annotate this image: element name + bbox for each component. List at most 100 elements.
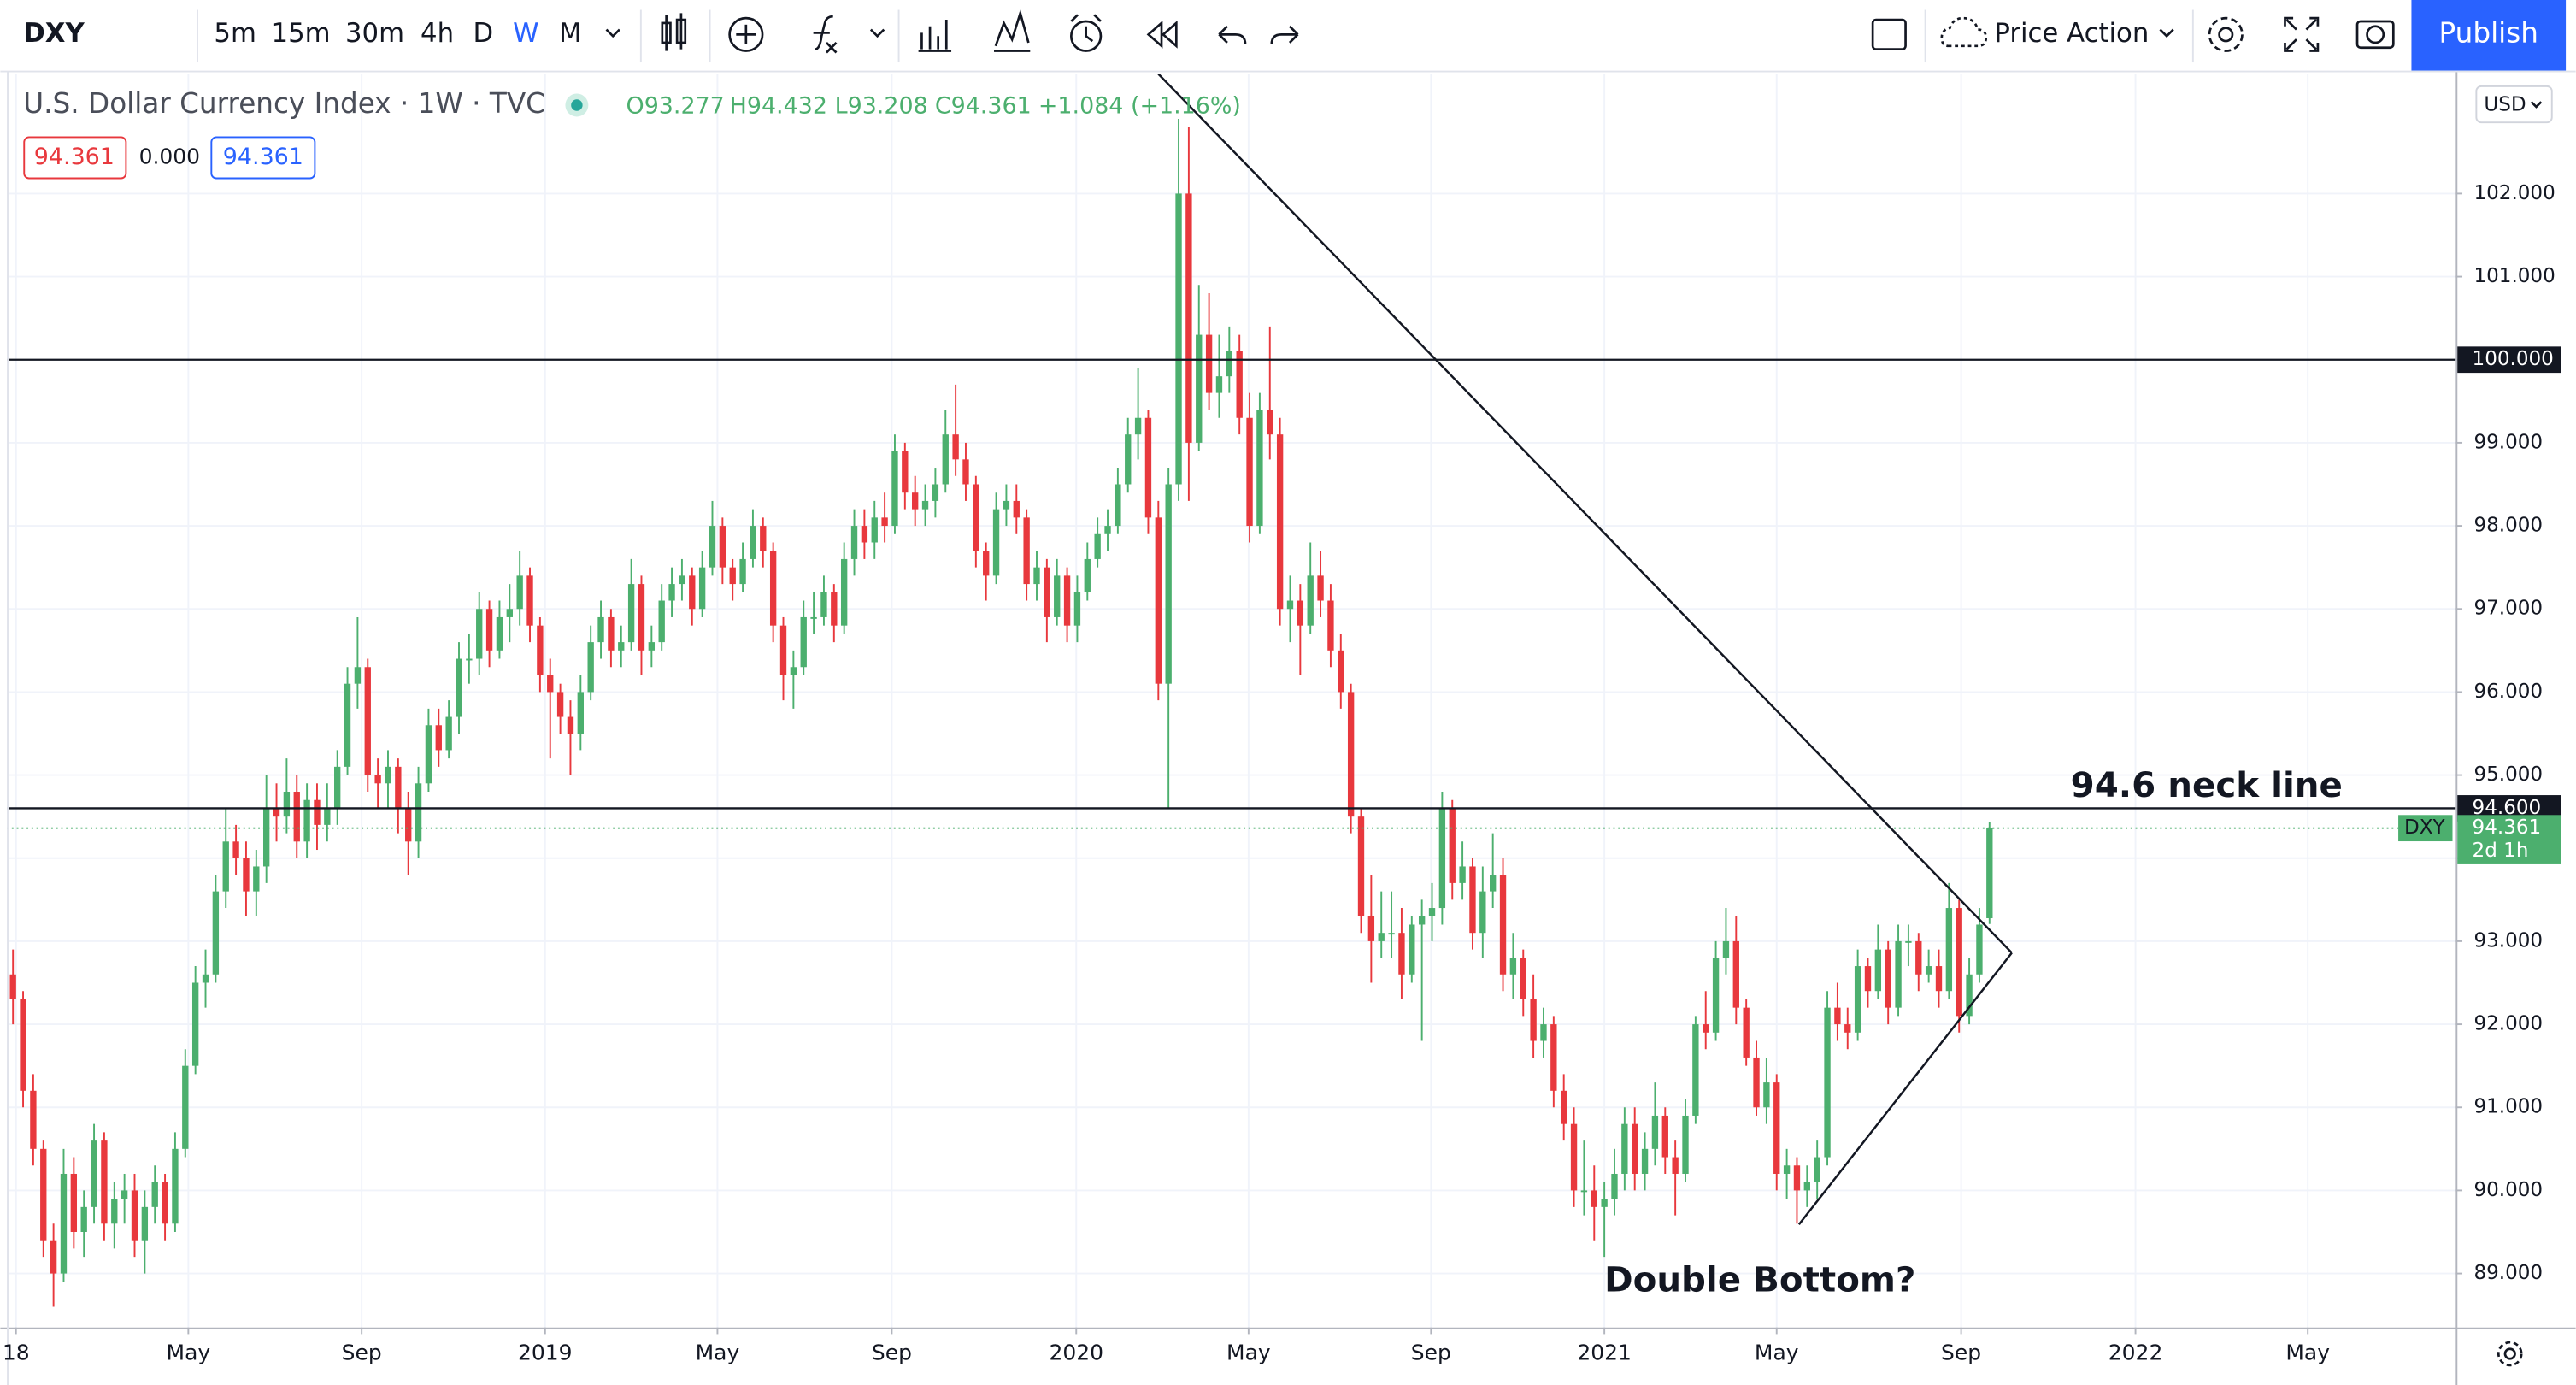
candle-body	[1712, 958, 1720, 1033]
symbol[interactable]: DXY	[23, 18, 85, 49]
indicators-icon[interactable]	[813, 15, 838, 54]
trend-line	[1157, 74, 2013, 954]
x-tick-label: Sep	[1411, 1340, 1451, 1364]
interval[interactable]: 5m	[214, 18, 256, 49]
candle-body	[1378, 933, 1385, 941]
candle-body	[608, 616, 615, 651]
y-tick-label: 89.000	[2473, 1262, 2543, 1284]
candle-body	[273, 808, 280, 817]
interval[interactable]: W	[513, 18, 538, 49]
layout-icon[interactable]	[1871, 18, 1907, 50]
candle-body	[1459, 866, 1466, 883]
symbol-tag-label: DXY	[2404, 816, 2446, 839]
y-tick-label: 99.000	[2473, 431, 2543, 453]
candle-body	[1976, 924, 1983, 975]
candle-body	[1864, 966, 1872, 992]
candle-body	[871, 517, 878, 543]
bid-box[interactable]	[23, 136, 127, 180]
candle-body	[831, 592, 838, 626]
interval[interactable]: D	[473, 18, 494, 49]
settings-icon[interactable]	[2208, 16, 2244, 52]
candle-body	[1084, 558, 1091, 592]
candle-body	[1196, 334, 1203, 443]
candles-icon[interactable]	[661, 13, 687, 51]
candle-body	[293, 792, 300, 842]
dropdown-icon[interactable]	[2530, 101, 2543, 109]
candle-body	[739, 558, 746, 585]
candle-body	[1935, 966, 1943, 992]
ohlc: O93.277 H94.432 L93.208 C94.361 +1.084 (+1.1…	[626, 92, 1241, 119]
price-tag-label: 100.000	[2473, 348, 2554, 370]
candle-body	[415, 783, 422, 842]
interval[interactable]: M	[559, 18, 582, 49]
candle-body	[1895, 940, 1902, 1008]
candle-body	[364, 667, 371, 775]
candle-body	[1033, 567, 1040, 585]
candle-body	[881, 517, 888, 527]
candle-body	[679, 575, 685, 585]
candle-body	[1165, 484, 1172, 684]
candle-body	[222, 841, 229, 892]
candle-body	[1722, 940, 1730, 958]
candle-body	[232, 841, 239, 858]
interval[interactable]: 4h	[421, 18, 454, 49]
candle-body	[466, 658, 473, 661]
layout-name[interactable]: Price Action	[1994, 18, 2149, 49]
candle-body	[30, 1090, 37, 1149]
interval[interactable]: 30m	[345, 18, 404, 49]
candle-body	[1297, 600, 1304, 626]
redo-icon[interactable]	[1270, 25, 1299, 44]
candle-body	[800, 616, 807, 668]
y-tick-label: 102.000	[2473, 182, 2555, 204]
annotation: 94.6 neck line	[2071, 765, 2343, 805]
candle-body	[1905, 940, 1912, 943]
candle-body	[202, 974, 209, 983]
candle-body	[1561, 1090, 1567, 1124]
currency[interactable]: USD	[2484, 93, 2526, 115]
candle-body	[1226, 351, 1233, 377]
currency-button[interactable]	[2475, 85, 2553, 124]
candle-body	[1246, 417, 1253, 527]
x-tick-label: Sep	[1941, 1340, 1981, 1364]
ask[interactable]: 94.361	[223, 144, 303, 170]
candle-body	[435, 725, 442, 751]
dropdown-icon[interactable]	[869, 28, 885, 38]
snapshot-icon[interactable]	[2355, 20, 2395, 50]
replay-icon[interactable]	[1146, 20, 1178, 49]
candle-body	[1155, 517, 1162, 684]
candle-body	[1540, 1024, 1547, 1041]
candle-body	[91, 1140, 97, 1207]
alert-icon[interactable]	[1069, 14, 1103, 52]
candle-body	[9, 974, 16, 999]
candle-body	[1013, 500, 1020, 518]
publish-button[interactable]	[2411, 0, 2567, 71]
candle-body	[760, 526, 767, 551]
x-tick-label: May	[2285, 1340, 2330, 1364]
cloud-icon[interactable]	[1940, 16, 1988, 48]
candle-body	[1428, 908, 1436, 916]
annotation: Double Bottom?	[1604, 1259, 1915, 1300]
ohlc-value: H94.432	[730, 92, 827, 119]
candle-body	[1824, 1007, 1831, 1158]
x-tick-label: Sep	[872, 1340, 912, 1364]
candle-body	[1490, 875, 1497, 892]
candle-body	[121, 1190, 128, 1199]
candle-body	[395, 766, 402, 809]
axis-settings-icon[interactable]	[2497, 1341, 2523, 1367]
compare-icon[interactable]	[918, 20, 952, 52]
fullscreen-icon[interactable]	[2284, 16, 2320, 52]
dropdown-icon[interactable]	[2159, 28, 2174, 38]
publish-label[interactable]: Publish	[2439, 16, 2538, 49]
interval[interactable]: 15m	[272, 18, 331, 49]
ask-box[interactable]	[210, 136, 316, 180]
candle-body	[141, 1206, 149, 1241]
add-icon[interactable]	[728, 16, 764, 52]
candle-body	[921, 500, 929, 510]
intervals: 5m 15m 30m 4h D W M	[214, 18, 581, 49]
bid[interactable]: 94.361	[34, 144, 115, 170]
dropdown-icon[interactable]	[605, 28, 620, 38]
x-tick-label: Sep	[342, 1340, 382, 1364]
candle-body	[942, 434, 949, 485]
undo-icon[interactable]	[1218, 25, 1247, 44]
templates-icon[interactable]	[994, 9, 1031, 52]
